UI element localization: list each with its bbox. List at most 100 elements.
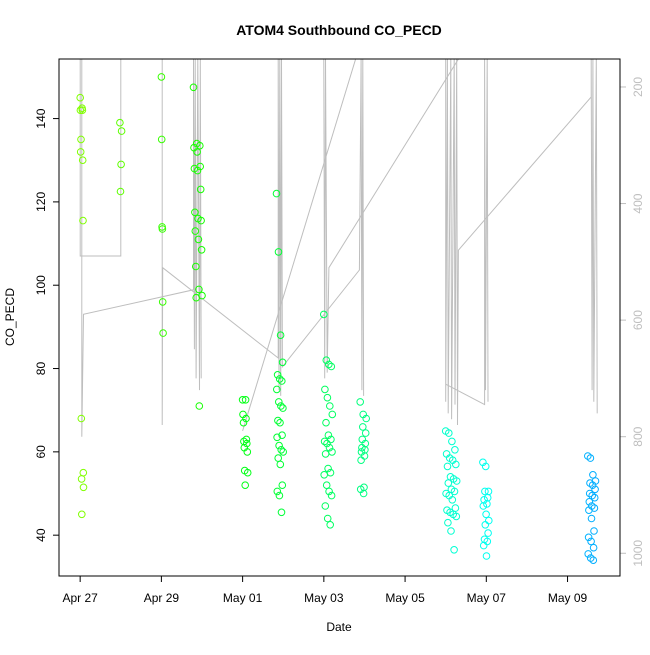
data-point [243,468,252,477]
data-point [444,518,452,527]
data-point [479,502,488,510]
data-point [448,437,456,446]
data-point [324,431,333,440]
data-point [192,262,200,271]
data-point [591,485,599,494]
data-point [322,356,331,365]
points-layer [76,73,600,565]
secondary-line [161,59,365,426]
data-point [193,148,201,156]
data-point [194,235,203,244]
data-point [450,546,458,554]
data-point [586,479,594,487]
data-point [158,225,167,233]
data-point [587,514,596,523]
data-point [322,418,330,427]
data-point [79,216,87,225]
data-point [158,298,167,306]
data-point [359,423,367,431]
data-point [361,429,370,437]
data-point [275,441,283,450]
data-point [279,448,288,456]
data-point [320,471,329,479]
data-point [584,452,592,460]
data-point [279,404,287,412]
data-point [77,475,86,483]
data-point [273,371,282,379]
data-point [191,208,199,217]
data-point [273,433,281,442]
x-tick-label: May 07 [467,591,507,605]
data-point [274,248,283,256]
data-point [585,489,594,498]
data-point [589,556,598,565]
data-point [326,521,335,529]
y-tick-label: 80 [34,362,48,376]
data-point [191,227,200,235]
data-point [588,491,597,500]
right-y-tick-label: 800 [631,426,645,446]
plot-frame [58,58,621,577]
data-point [357,456,365,465]
data-point [278,481,287,490]
data-point [482,510,490,519]
data-point [196,185,205,194]
data-point [324,464,332,473]
y-tick-label: 120 [34,192,48,212]
data-point [276,460,285,469]
data-point [447,527,455,535]
data-point [277,446,286,454]
x-tick-label: Apr 29 [144,591,180,605]
data-point [117,127,126,135]
data-point [192,293,200,302]
data-point [326,402,334,410]
data-point [584,533,593,542]
data-point [452,460,460,469]
data-point [277,402,285,410]
data-point [586,454,595,462]
secondary-line [445,59,598,426]
data-point [587,537,595,546]
data-point [76,106,85,114]
data-point [243,439,251,448]
data-point [585,506,593,515]
x-tick-label: May 05 [385,591,425,605]
data-point [77,135,85,144]
y-axis-label: CO_PECD [3,288,17,346]
data-point [482,552,491,560]
data-point [242,414,250,423]
data-point [589,543,598,552]
data-point [157,135,166,144]
data-point [320,310,328,319]
data-point [356,398,365,406]
data-point [444,479,453,487]
right-y-tick-label: 200 [631,77,645,97]
data-point [323,393,332,402]
x-tick-label: May 03 [304,591,344,605]
data-point [325,360,333,369]
data-point [189,83,198,92]
data-point [275,491,284,500]
data-point [328,410,337,419]
secondary-line-layer [79,59,598,437]
data-point [116,118,124,127]
data-point [278,431,286,440]
data-point [76,148,85,156]
y-tick-label: 60 [34,445,48,459]
data-point [117,160,125,169]
data-point [159,329,167,337]
x-tick-label: May 09 [548,591,588,605]
data-point [590,493,599,502]
data-point [241,481,249,490]
data-point [275,375,284,383]
data-point [321,502,330,510]
data-point [584,550,593,558]
data-point [275,398,283,406]
y-tick-label: 40 [34,528,48,542]
data-point [359,489,368,498]
data-point [193,166,202,175]
secondary-line [242,59,357,432]
data-point [589,471,597,479]
data-point [277,508,286,517]
data-point [274,416,282,425]
